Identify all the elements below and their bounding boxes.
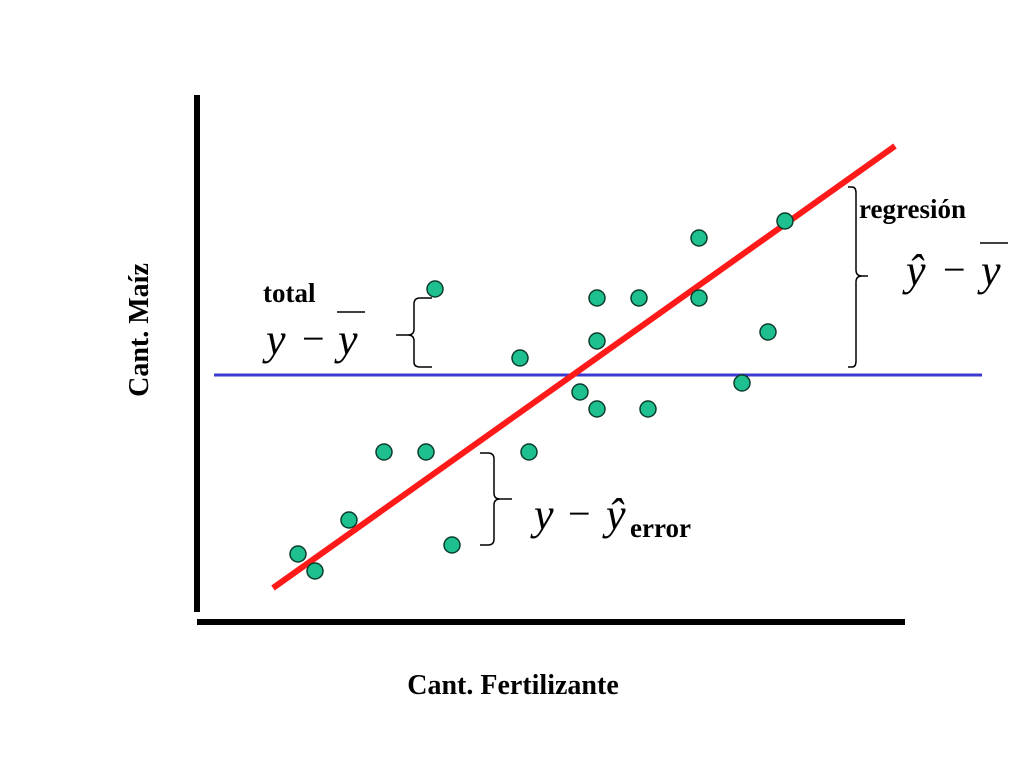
data-point [759,323,777,341]
regression-minus: − [943,247,966,292]
data-point [306,562,324,580]
data-point [630,289,648,307]
error-y-symbol: y [530,490,554,539]
data-point [289,545,307,563]
regression-brace [848,186,868,368]
data-point [639,400,657,418]
error-yhat-symbol: ŷ [602,490,626,539]
data-point [588,332,606,350]
total-brace [396,297,432,368]
y-axis-label: Cant. Maíz [124,263,155,397]
error-annotation: y − ŷ error [480,452,691,546]
error-brace [480,452,512,546]
data-point [733,374,751,392]
data-point [417,443,435,461]
data-point [690,289,708,307]
data-point [588,289,606,307]
data-point [776,212,794,230]
error-label: error [630,513,691,543]
data-point [443,536,461,554]
data-point [690,229,708,247]
data-point [520,443,538,461]
regression-yhat-symbol: ŷ [902,246,926,295]
x-axis-label: Cant. Fertilizante [407,670,619,701]
data-point [340,511,358,529]
data-point [511,349,529,367]
data-point [426,280,444,298]
data-point [375,443,393,461]
regression-ybar-symbol: y [977,246,1001,295]
total-label: total [263,278,316,308]
total-minus: − [302,316,325,361]
regression-annotation: regresión ŷ − y [848,186,1008,368]
data-point [571,383,589,401]
data-point [588,400,606,418]
data-points [289,212,794,580]
regression-label: regresión [859,194,966,224]
error-minus: − [568,491,591,536]
total-ybar-symbol: y [334,315,358,364]
total-annotation: total y − y [262,278,432,368]
total-y-symbol: y [262,315,286,364]
